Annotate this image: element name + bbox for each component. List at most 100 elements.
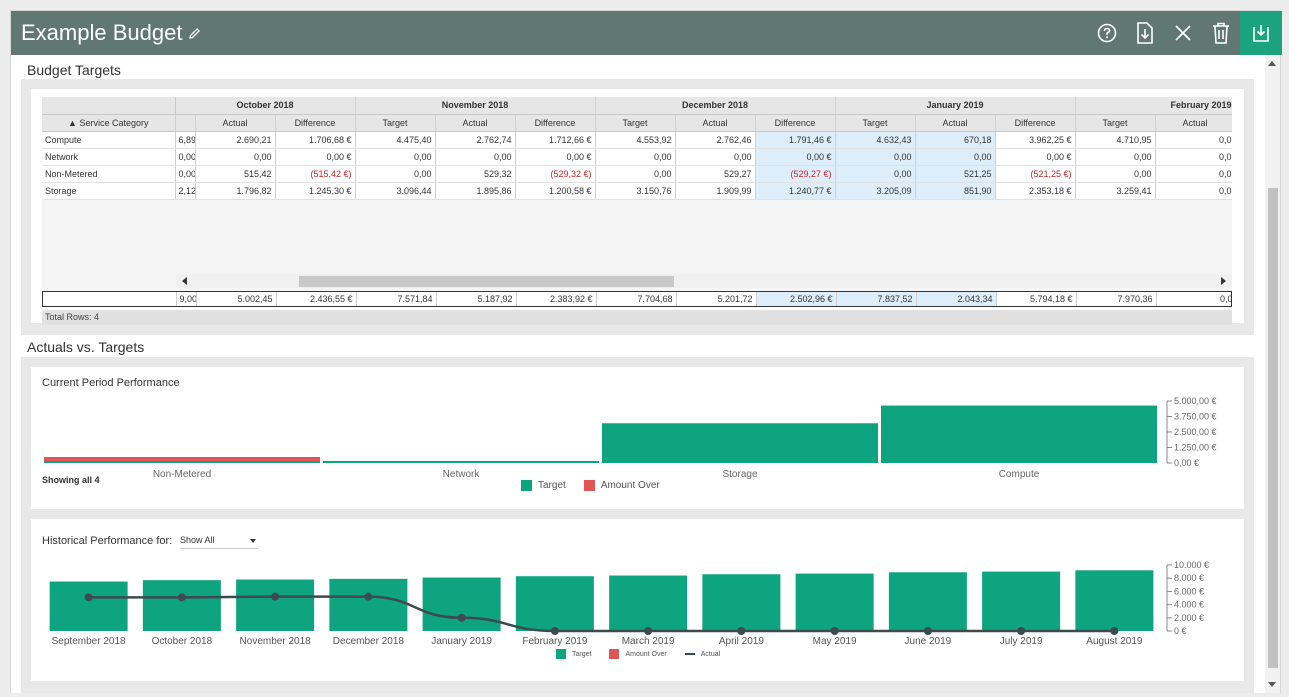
- bar-target: [49, 581, 128, 631]
- sort-header-service-category[interactable]: ▲ Service Category: [42, 114, 176, 132]
- month-header: February 2019: [1075, 97, 1232, 115]
- trash-icon[interactable]: [1202, 11, 1240, 55]
- table-cell: 1.240,77 €: [755, 182, 836, 200]
- table-cell: 0,00: [175, 148, 196, 166]
- column-header[interactable]: Actual: [435, 114, 516, 132]
- budget-table: October 2018 November 2018 December 2018 Ja…: [42, 97, 1232, 200]
- actual-point: [1110, 627, 1119, 635]
- legend-item-actual[interactable]: Actual: [684, 651, 720, 658]
- table-row[interactable]: Non-Metered 0,00 515,42 (515,42 €) 0,00 529,3…: [42, 165, 1232, 183]
- column-header[interactable]: Difference: [275, 114, 356, 132]
- actual-point: [84, 593, 93, 602]
- table-cell: 3.205,09: [835, 182, 916, 200]
- table-cell: 0,0: [1155, 182, 1232, 200]
- close-icon[interactable]: [1164, 11, 1202, 55]
- help-icon[interactable]: [1088, 11, 1126, 55]
- legend-item-amount-over[interactable]: Amount Over: [609, 649, 667, 659]
- category-label: Compute: [999, 469, 1040, 480]
- table-row[interactable]: Network 0,00 0,00 0,00 €0,00 0,00 0,00 €0,00 0…: [42, 148, 1232, 166]
- total-cell: 7.970,36: [1076, 292, 1157, 306]
- column-header[interactable]: Difference: [995, 114, 1076, 132]
- table-cell: 529,32: [435, 165, 516, 183]
- table-cell: 3.096,44: [355, 182, 436, 200]
- budget-targets-panel: October 2018 November 2018 December 2018 Ja…: [21, 79, 1254, 335]
- bar-target: [609, 575, 688, 631]
- content-area: Budget Targets October 2018 November 2018…: [11, 55, 1267, 693]
- service-category-cell: Compute: [42, 131, 176, 149]
- table-row[interactable]: Storage 2,12 1.796,82 1.245,30 €3.096,44 1.8…: [42, 182, 1232, 200]
- table-cell: 529,27: [675, 165, 756, 183]
- table-cell: 0,00: [675, 148, 756, 166]
- column-header[interactable]: Target: [1075, 114, 1156, 132]
- table-row[interactable]: Compute 6,89 2.690,21 1.706,68 €4.475,40 2.7…: [42, 131, 1232, 149]
- export-icon[interactable]: [1126, 11, 1164, 55]
- chevron-down-icon: [250, 539, 256, 543]
- historical-filter-dropdown[interactable]: Show All: [180, 535, 258, 549]
- pencil-icon[interactable]: [188, 27, 201, 40]
- column-header[interactable]: Target: [595, 114, 676, 132]
- table-horizontal-scrollbar[interactable]: [176, 274, 1232, 288]
- column-header[interactable]: Actual: [1155, 114, 1232, 132]
- month-header: January 2019: [835, 97, 1076, 115]
- table-cell: (529,32 €): [515, 165, 596, 183]
- column-header[interactable]: Actual: [675, 114, 756, 132]
- budget-window: Example Budget Budget Targets: [10, 10, 1282, 693]
- scroll-up-arrow-icon[interactable]: [1268, 61, 1276, 66]
- bar-target: [236, 579, 315, 631]
- table-cell: 1.791,46 €: [755, 131, 836, 149]
- scroll-right-arrow-icon[interactable]: [1221, 277, 1226, 285]
- category-label: Network: [443, 469, 481, 480]
- scroll-left-arrow-icon[interactable]: [182, 277, 187, 285]
- table-cell: (521,25 €): [995, 165, 1076, 183]
- y-tick-label: 8.000 €: [1174, 573, 1204, 583]
- table-cell: 0,00: [175, 165, 196, 183]
- column-header[interactable]: Actual: [915, 114, 996, 132]
- bar-target: [881, 405, 1157, 463]
- y-tick-label: 4.000 €: [1174, 600, 1204, 610]
- vertical-scroll-thumb[interactable]: [1268, 188, 1278, 668]
- legend-item-target[interactable]: Target: [556, 649, 591, 659]
- table-cell: 4.553,92: [595, 131, 676, 149]
- budget-table-card: October 2018 November 2018 December 2018 Ja…: [31, 89, 1244, 325]
- header-bar: Example Budget: [11, 11, 1282, 55]
- total-rows-count: Total Rows: 4: [42, 310, 1232, 325]
- bar-target: [422, 577, 501, 631]
- column-header[interactable]: Difference: [755, 114, 836, 132]
- table-cell: (529,27 €): [755, 165, 836, 183]
- scroll-down-arrow-icon[interactable]: [1268, 682, 1276, 687]
- current-chart-legend: Target Amount Over: [521, 480, 678, 491]
- table-cell: 1.200,58 €: [515, 182, 596, 200]
- month-header: December 2018: [595, 97, 836, 115]
- total-cell: 5.201,72: [676, 292, 757, 306]
- bar-baseline: [323, 461, 599, 463]
- legend-item-target[interactable]: Target: [521, 480, 566, 491]
- table-cell: 670,18: [915, 131, 996, 149]
- totals-row: 9,00 5.002,45 2.436,55 €7.571,84 5.187,92 2.…: [42, 291, 1232, 307]
- column-header[interactable]: Target: [835, 114, 916, 132]
- service-category-cell: Storage: [42, 182, 176, 200]
- column-header[interactable]: Target: [355, 114, 436, 132]
- table-cell: 0,00 €: [995, 148, 1076, 166]
- total-cell: 2.502,96 €: [756, 292, 837, 306]
- historical-label: Historical Performance for:: [42, 535, 173, 547]
- column-header[interactable]: Actual: [195, 114, 276, 132]
- month-label: January 2019: [431, 636, 492, 647]
- month-label: December 2018: [333, 636, 405, 647]
- legend-label-amount-over: Amount Over: [625, 650, 667, 658]
- actual-point: [457, 613, 466, 622]
- save-icon[interactable]: [1240, 11, 1282, 55]
- total-cell: 2.383,92 €: [516, 292, 597, 306]
- table-cell: 4.475,40: [355, 131, 436, 149]
- table-cell: 0,00: [1075, 165, 1156, 183]
- legend-item-amount-over[interactable]: Amount Over: [583, 480, 660, 491]
- table-cell: 521,25: [915, 165, 996, 183]
- total-cell: 5.187,92: [436, 292, 517, 306]
- bar-target: [702, 574, 781, 631]
- month-header: November 2018: [355, 97, 596, 115]
- bar-amount-over: [44, 457, 320, 461]
- actual-point: [830, 627, 839, 635]
- y-tick-label: 6.000 €: [1174, 586, 1204, 596]
- column-header[interactable]: Difference: [515, 114, 596, 132]
- vertical-scrollbar[interactable]: [1265, 55, 1280, 693]
- scroll-thumb[interactable]: [299, 276, 674, 287]
